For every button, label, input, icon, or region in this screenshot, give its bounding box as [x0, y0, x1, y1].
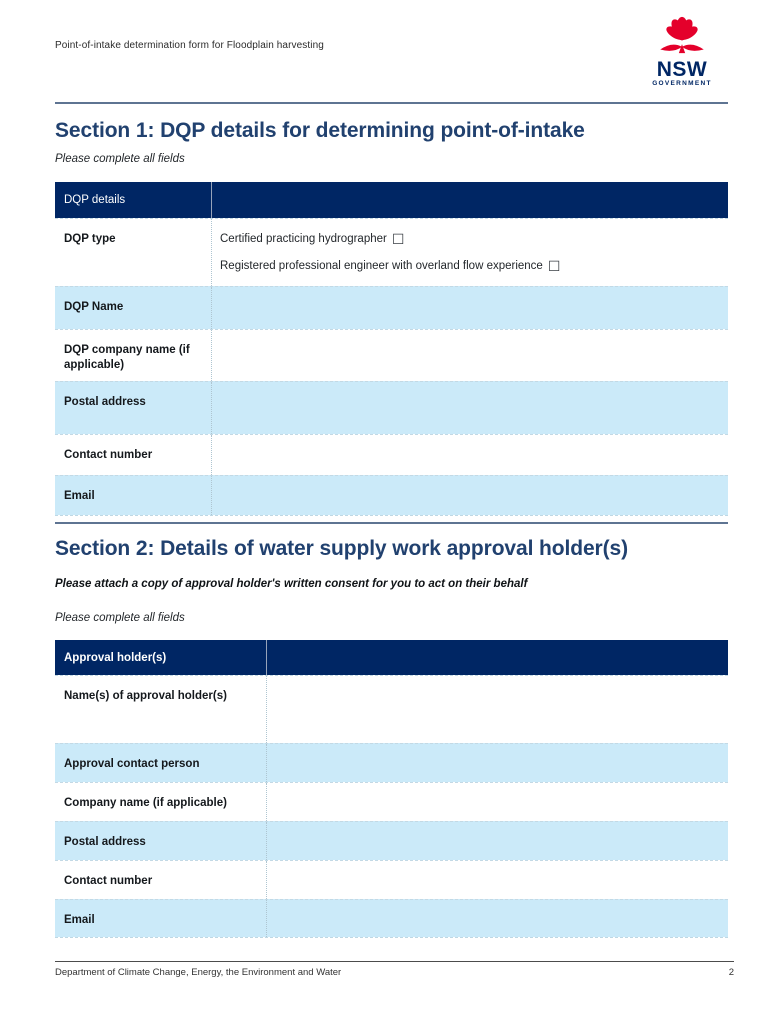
table-row: Email	[55, 475, 728, 515]
section2-note: Please complete all fields	[55, 612, 185, 624]
table-row: Postal address	[55, 381, 728, 434]
approval-holder-table: Approval holder(s) Name(s) of approval h…	[55, 640, 728, 938]
document-running-title: Point-of-intake determination form for F…	[55, 40, 324, 51]
row-label-contact-number: Contact number	[55, 861, 267, 899]
header-divider-line	[55, 102, 728, 104]
field-approval-postal-address[interactable]	[267, 822, 728, 860]
row-label-email: Email	[55, 900, 267, 937]
table-row: DQP type Certified practicing hydrograph…	[55, 218, 728, 286]
footer-page-number: 2	[728, 967, 734, 978]
field-approval-holder-names[interactable]	[267, 676, 728, 743]
field-dqp-company-name[interactable]	[212, 330, 728, 381]
row-label-postal-address: Postal address	[55, 822, 267, 860]
row-label-postal-address: Postal address	[55, 382, 212, 434]
table-row: Name(s) of approval holder(s)	[55, 675, 728, 743]
field-dqp-name[interactable]	[212, 287, 728, 329]
option-label: Registered professional engineer with ov…	[220, 260, 543, 272]
footer-department: Department of Climate Change, Energy, th…	[55, 967, 342, 978]
nsw-government-logo: NSW GOVERNMENT	[650, 13, 714, 87]
waratah-icon	[660, 16, 704, 54]
row-label-dqp-name: DQP Name	[55, 287, 212, 329]
table-row: Contact number	[55, 434, 728, 475]
field-approval-contact-number[interactable]	[267, 861, 728, 899]
option-certified-hydrographer: Certified practicing hydrographer ☐	[220, 231, 718, 247]
row-label-approval-holder-names: Name(s) of approval holder(s)	[55, 676, 267, 743]
logo-text-government: GOVERNMENT	[652, 80, 712, 87]
table-row: DQP company name (if applicable)	[55, 329, 728, 381]
section-divider-line	[55, 522, 728, 524]
table-header-label: Approval holder(s)	[55, 640, 267, 675]
section1-note: Please complete all fields	[55, 153, 185, 165]
section1-title: Section 1: DQP details for determining p…	[55, 119, 585, 142]
dqp-details-table-header: DQP details	[55, 182, 728, 218]
field-dqp-postal-address[interactable]	[212, 382, 728, 434]
row-label-dqp-company-name: DQP company name (if applicable)	[55, 330, 212, 381]
page-footer: Department of Climate Change, Energy, th…	[55, 961, 734, 978]
option-label: Certified practicing hydrographer	[220, 233, 387, 245]
checkbox-certified-hydrographer-icon[interactable]: ☐	[391, 231, 405, 247]
table-row: Postal address	[55, 821, 728, 860]
field-dqp-contact-number[interactable]	[212, 435, 728, 475]
field-approval-email[interactable]	[267, 900, 728, 937]
table-row: DQP Name	[55, 286, 728, 329]
table-row: Email	[55, 899, 728, 937]
row-label-company-name: Company name (if applicable)	[55, 783, 267, 821]
option-registered-engineer: Registered professional engineer with ov…	[220, 258, 718, 274]
row-label-email: Email	[55, 476, 212, 515]
approval-holder-table-header: Approval holder(s)	[55, 640, 728, 675]
field-approval-contact-person[interactable]	[267, 744, 728, 782]
field-dqp-email[interactable]	[212, 476, 728, 515]
page-header: Point-of-intake determination form for F…	[55, 0, 728, 102]
field-approval-company-name[interactable]	[267, 783, 728, 821]
table-row: Contact number	[55, 860, 728, 899]
field-dqp-type[interactable]: Certified practicing hydrographer ☐ Regi…	[212, 219, 728, 286]
table-header-label: DQP details	[55, 182, 212, 218]
section2-title: Section 2: Details of water supply work …	[55, 537, 628, 560]
row-label-approval-contact-person: Approval contact person	[55, 744, 267, 782]
checkbox-registered-engineer-icon[interactable]: ☐	[547, 258, 561, 274]
row-label-dqp-type: DQP type	[55, 219, 212, 286]
dqp-details-table: DQP details DQP type Certified practicin…	[55, 182, 728, 516]
row-label-contact-number: Contact number	[55, 435, 212, 475]
table-row: Approval contact person	[55, 743, 728, 782]
section2-consent-note: Please attach a copy of approval holder'…	[55, 578, 528, 590]
logo-text-nsw: NSW	[656, 58, 708, 81]
table-row: Company name (if applicable)	[55, 782, 728, 821]
